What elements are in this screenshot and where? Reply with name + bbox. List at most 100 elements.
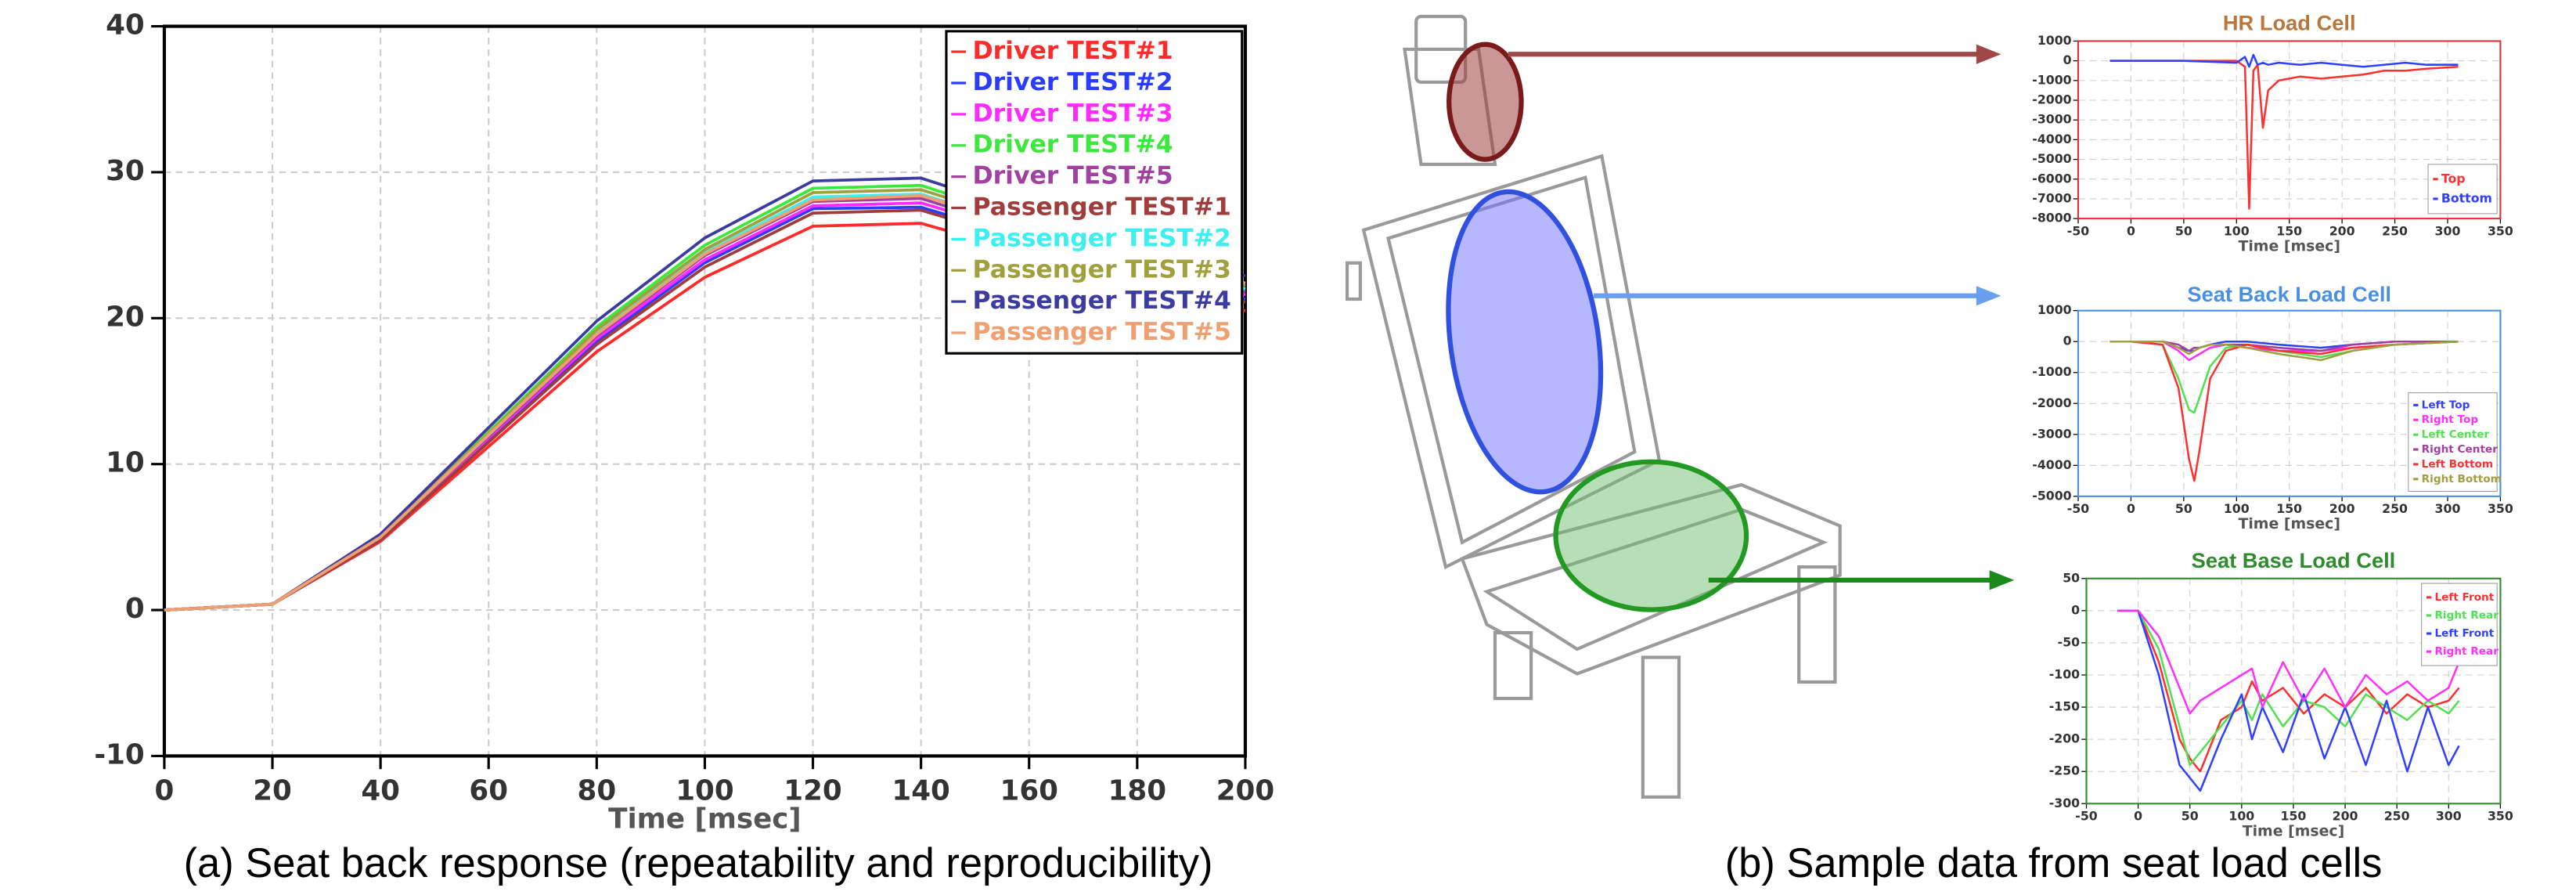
arrow-head [1976, 286, 2001, 305]
series-line [2117, 611, 2459, 765]
y-tick-label: -150 [2049, 699, 2080, 714]
legend-label: Driver TEST#3 [973, 99, 1173, 128]
x-axis-label: Time [msec] [608, 803, 802, 835]
legend-label: Passenger TEST#1 [973, 193, 1231, 221]
back-cell-highlight [1430, 182, 1619, 502]
legend-label: Left Center [2422, 428, 2490, 441]
x-tick-label: 50 [2175, 501, 2192, 516]
x-tick-label: 100 [2224, 223, 2250, 238]
x-axis-label: Time [msec] [2243, 822, 2345, 839]
x-tick-label: 200 [2333, 809, 2358, 824]
y-tick-label: 0 [2071, 602, 2080, 617]
hinge [1347, 263, 1360, 299]
x-tick-label: 140 [892, 775, 949, 807]
legend-label: Left Front [2434, 627, 2494, 640]
x-tick-label: 50 [2175, 223, 2192, 238]
y-tick-label: -2000 [2032, 92, 2071, 107]
leg [1643, 658, 1679, 797]
y-tick-label: 0 [2063, 52, 2072, 67]
x-tick-label: 150 [2281, 809, 2307, 824]
legend-label: Driver TEST#4 [973, 131, 1173, 159]
x-tick-label: 100 [2228, 809, 2254, 824]
y-tick-label: -5000 [2032, 151, 2071, 166]
legend-label: Right Rear [2434, 609, 2499, 622]
arrow-head [1976, 45, 2001, 64]
x-tick-label: 180 [1108, 775, 1166, 807]
legend-label: Passenger TEST#4 [973, 287, 1231, 315]
legend-label: Driver TEST#1 [973, 37, 1173, 65]
legend-label: Right Center [2422, 443, 2499, 456]
y-tick-label: -100 [2049, 667, 2080, 682]
y-tick-label: -1000 [2032, 72, 2071, 87]
y-tick-label: -4000 [2032, 457, 2071, 472]
x-tick-label: 200 [1216, 775, 1274, 807]
x-tick-label: 150 [2276, 501, 2302, 516]
caption: (a) Seat back response (repeatability an… [184, 841, 1213, 886]
x-tick-label: 20 [253, 775, 292, 807]
series-line [2109, 341, 2458, 413]
x-axis-label: Time [msec] [2238, 515, 2340, 532]
legend-label: Passenger TEST#5 [973, 318, 1231, 346]
y-tick-label: 10 [106, 447, 145, 479]
figure: (a) Seat back response (repeatability an… [0, 0, 2576, 895]
x-tick-label: 0 [155, 775, 175, 807]
y-tick-label: -6000 [2032, 171, 2071, 186]
series-line [2117, 611, 2459, 771]
chart-title: HR Load Cell [2223, 11, 2356, 35]
legend-label: Right Bottom [2422, 473, 2502, 485]
y-tick-label: -3000 [2032, 112, 2071, 127]
y-tick-label: -2000 [2032, 395, 2071, 410]
y-tick-label: 0 [2063, 334, 2072, 348]
x-tick-label: 350 [2488, 223, 2513, 238]
arrow-head [1990, 570, 2014, 590]
x-tick-label: 250 [2384, 809, 2410, 824]
x-tick-label: 250 [2382, 223, 2408, 238]
y-tick-label: -10 [94, 738, 144, 770]
x-tick-label: 50 [2181, 809, 2199, 824]
x-tick-label: 150 [2276, 223, 2302, 238]
series-line [2109, 61, 2458, 209]
legend-label: Left Top [2422, 399, 2470, 411]
y-tick-label: 1000 [2037, 33, 2072, 48]
series-line [2109, 341, 2458, 351]
legend-label: Passenger TEST#3 [973, 255, 1231, 283]
chart-title: Seat Back Load Cell [2187, 282, 2391, 306]
y-tick-label: 20 [106, 301, 145, 333]
y-tick-label: -8000 [2032, 211, 2071, 226]
x-tick-label: -50 [2067, 501, 2089, 516]
legend-label: Bottom [2441, 190, 2492, 205]
x-tick-label: 0 [2127, 501, 2135, 516]
legend-label: Left Front [2434, 591, 2494, 604]
x-tick-label: 300 [2436, 809, 2462, 824]
x-tick-label: -50 [2075, 809, 2097, 824]
x-tick-label: 60 [469, 775, 508, 807]
legend-label: Top [2441, 171, 2466, 186]
y-tick-label: -200 [2049, 731, 2080, 746]
x-tick-label: -50 [2067, 223, 2089, 238]
chart-title: Seat Base Load Cell [2192, 548, 2396, 572]
legend-label: Driver TEST#5 [973, 162, 1173, 190]
x-tick-label: 300 [2435, 223, 2461, 238]
x-tick-label: 0 [2127, 223, 2135, 238]
x-tick-label: 0 [2134, 809, 2142, 824]
legend-label: Left Bottom [2422, 458, 2493, 471]
x-tick-label: 40 [361, 775, 400, 807]
x-tick-label: 350 [2488, 501, 2513, 516]
y-tick-label: 1000 [2037, 302, 2072, 317]
x-tick-label: 300 [2435, 501, 2461, 516]
x-tick-label: 200 [2329, 223, 2355, 238]
y-tick-label: -1000 [2032, 364, 2071, 379]
y-tick-label: 40 [106, 9, 145, 42]
x-tick-label: 100 [2224, 501, 2250, 516]
legend-label: Right Rear [2434, 645, 2499, 658]
x-tick-label: 160 [1000, 775, 1058, 807]
x-tick-label: 200 [2329, 501, 2355, 516]
leg [1495, 633, 1531, 698]
series-line [2109, 341, 2458, 351]
y-tick-label: 0 [125, 593, 145, 625]
y-tick-label: 50 [2063, 570, 2080, 585]
legend-label: Driver TEST#2 [973, 68, 1173, 96]
hr-cell-highlight [1449, 45, 1521, 160]
base-cell-highlight [1556, 462, 1746, 610]
x-tick-label: 250 [2382, 501, 2408, 516]
